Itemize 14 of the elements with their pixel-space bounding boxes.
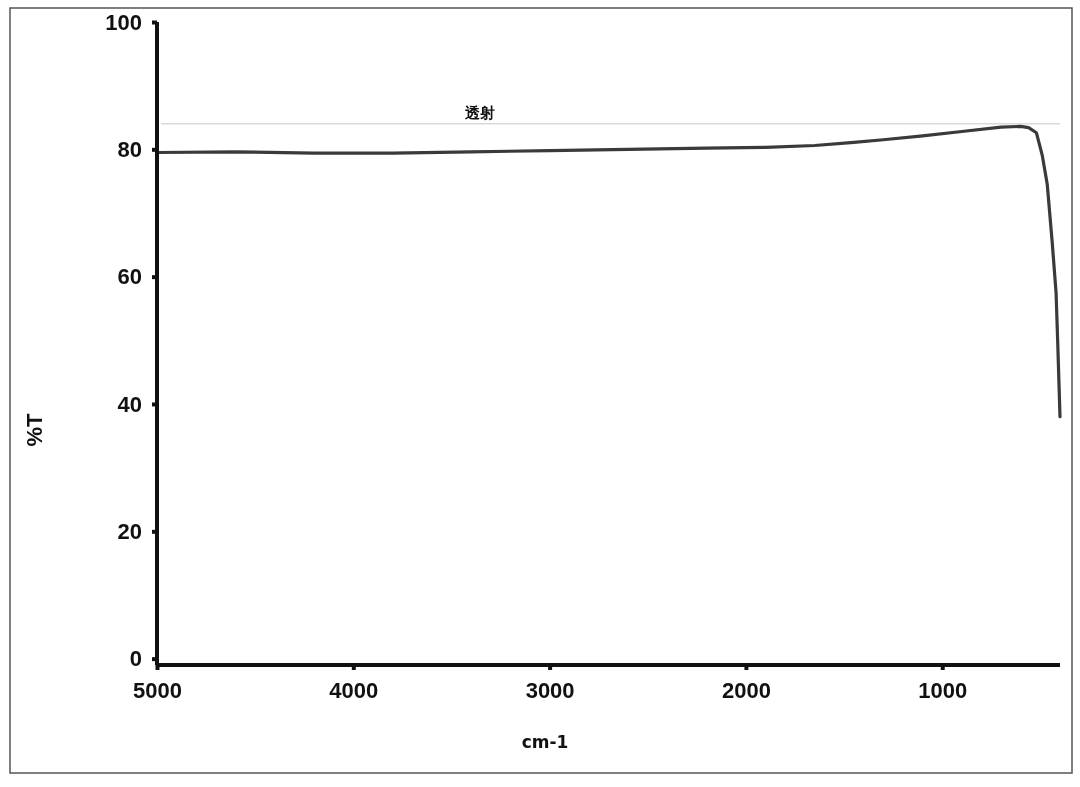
x-tick-label: 5000 — [133, 677, 182, 703]
x-tick-label: 3000 — [525, 677, 575, 703]
y-tick-label: 0 — [129, 646, 142, 672]
y-tick-label: 20 — [117, 518, 142, 544]
x-tick-label: 4000 — [329, 677, 379, 703]
y-axis-title: %T — [22, 412, 47, 447]
x-tick-label: 1000 — [918, 677, 968, 703]
ref-line-label: 透射 — [464, 103, 496, 122]
y-tick-label: 60 — [117, 264, 142, 290]
y-tick-label: 80 — [117, 136, 142, 162]
x-axis-title: cm-1 — [521, 732, 569, 752]
y-tick-label: 100 — [105, 9, 142, 35]
x-tick-label: 2000 — [721, 677, 771, 703]
y-tick-label: 40 — [117, 391, 142, 417]
